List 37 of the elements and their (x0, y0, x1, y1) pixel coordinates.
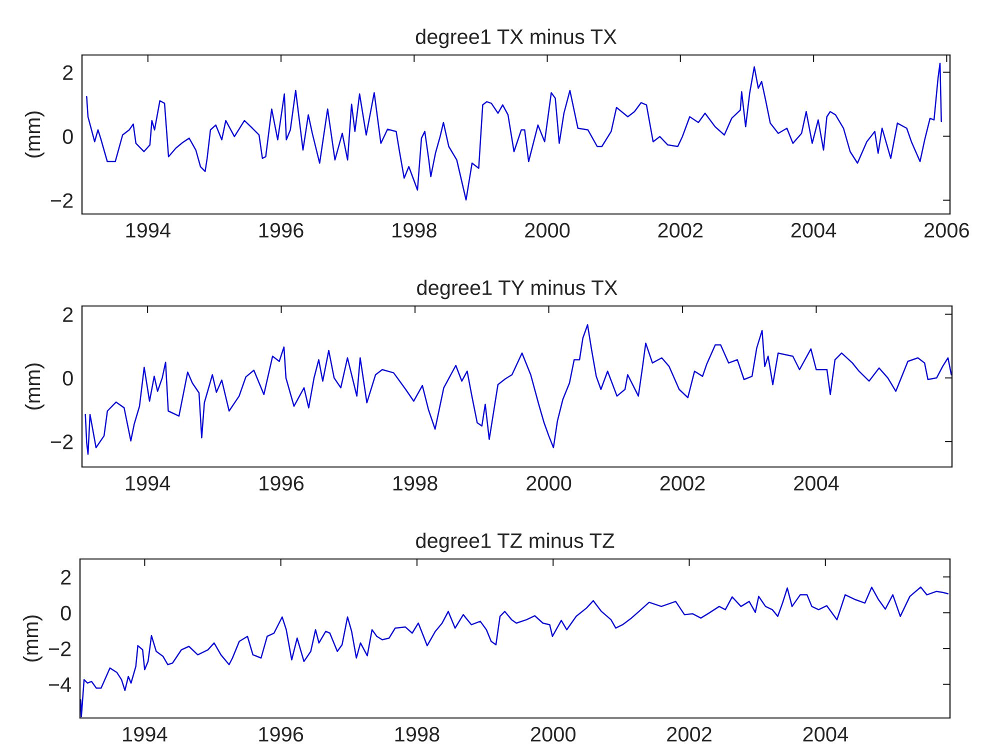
x-tick-label: 2002 (660, 476, 705, 491)
y-tick-label: −2 (50, 434, 73, 450)
x-tick-label: 2000 (526, 476, 572, 491)
x-tick-label: 2002 (667, 726, 712, 742)
y-tick-label: 0 (62, 129, 73, 144)
x-tick-label: 2006 (924, 222, 969, 238)
y-tick-label: 2 (61, 570, 71, 584)
x-tick-label: 1998 (395, 726, 440, 742)
y-tick-label: 2 (63, 65, 73, 80)
y-tick-label: −2 (50, 193, 73, 208)
x-tick-label: 1994 (126, 476, 170, 491)
x-tick-label: 1998 (392, 222, 436, 238)
x-tick-label: 1994 (126, 222, 170, 238)
y-axis-title: (mm) (22, 616, 42, 662)
x-tick-label: 2004 (794, 476, 839, 491)
x-tick-label: 2000 (525, 222, 570, 238)
x-tick-label: 2000 (531, 726, 576, 742)
x-tick-label: 2004 (803, 726, 848, 742)
y-tick-label: 0 (60, 606, 71, 620)
y-tick-label: −2 (48, 642, 71, 656)
chart-title: degree1 TZ minus TZ (416, 532, 614, 552)
x-tick-label: 1996 (259, 726, 304, 742)
y-tick-label: −4 (48, 678, 72, 692)
y-tick-label: 0 (62, 370, 73, 386)
x-tick-label: 2002 (658, 222, 703, 238)
chart-title: degree1 TX minus TX (416, 28, 617, 48)
y-axis-title: (mm) (24, 364, 44, 410)
x-tick-label: 1994 (123, 726, 168, 742)
chart-title: degree1 TY minus TX (417, 280, 618, 300)
x-tick-label: 2004 (791, 222, 836, 238)
line-series (86, 62, 942, 201)
line-series (84, 324, 952, 455)
x-tick-label: 1998 (393, 476, 438, 491)
y-axis-title: (mm) (24, 112, 44, 158)
x-tick-label: 1996 (260, 476, 304, 491)
x-tick-label: 1996 (259, 222, 304, 238)
y-tick-label: 2 (63, 307, 73, 322)
